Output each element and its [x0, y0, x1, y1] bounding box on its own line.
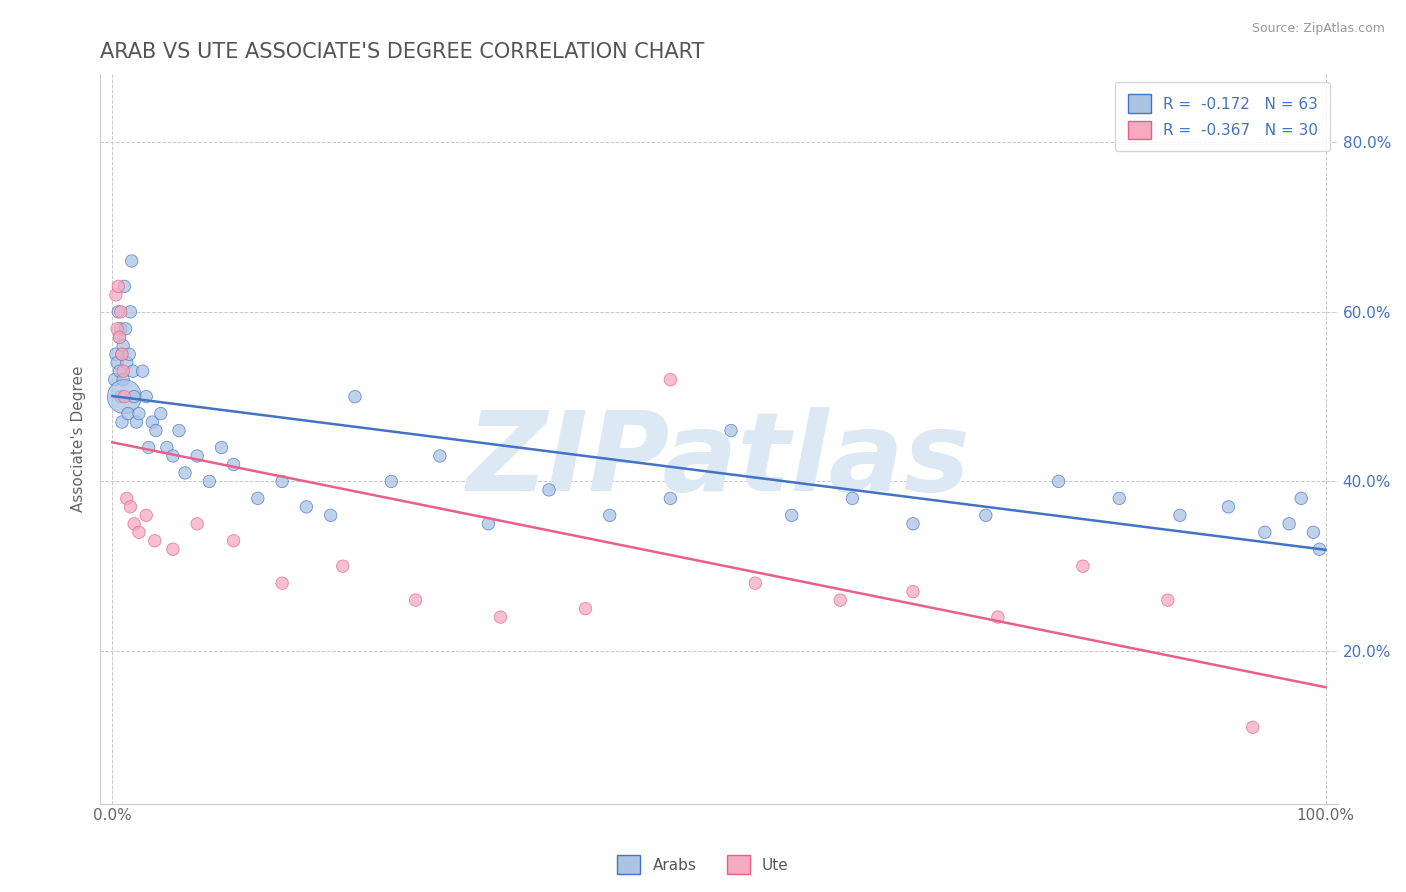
Point	[380, 475, 402, 489]
Point	[110, 305, 132, 319]
Point	[105, 356, 128, 370]
Point	[1254, 525, 1277, 540]
Point	[744, 576, 766, 591]
Point	[1168, 508, 1191, 523]
Point	[659, 373, 682, 387]
Point	[121, 254, 143, 268]
Point	[141, 415, 163, 429]
Point	[841, 491, 863, 506]
Point	[104, 347, 127, 361]
Text: ARAB VS UTE ASSOCIATE'S DEGREE CORRELATION CHART: ARAB VS UTE ASSOCIATE'S DEGREE CORRELATI…	[100, 42, 704, 62]
Point	[112, 373, 135, 387]
Point	[156, 441, 179, 455]
Point	[780, 508, 803, 523]
Point	[111, 347, 134, 361]
Point	[115, 356, 138, 370]
Point	[145, 424, 167, 438]
Point	[122, 364, 145, 378]
Point	[108, 330, 131, 344]
Point	[115, 491, 138, 506]
Point	[186, 516, 208, 531]
Text: Source: ZipAtlas.com: Source: ZipAtlas.com	[1251, 22, 1385, 36]
Point	[120, 500, 142, 514]
Text: ZIPatlas: ZIPatlas	[467, 408, 970, 515]
Point	[574, 601, 596, 615]
Point	[118, 347, 141, 361]
Point	[112, 364, 135, 378]
Point	[111, 347, 134, 361]
Point	[901, 584, 924, 599]
Point	[489, 610, 512, 624]
Point	[1108, 491, 1130, 506]
Point	[167, 424, 190, 438]
Point	[1157, 593, 1180, 607]
Point	[599, 508, 621, 523]
Point	[429, 449, 451, 463]
Point	[222, 458, 245, 472]
Point	[1071, 559, 1094, 574]
Point	[198, 475, 221, 489]
Point	[162, 449, 184, 463]
Legend: Arabs, Ute: Arabs, Ute	[612, 849, 794, 880]
Point	[108, 330, 131, 344]
Point	[112, 390, 135, 404]
Point	[1289, 491, 1312, 506]
Point	[125, 415, 148, 429]
Point	[111, 415, 134, 429]
Point	[1218, 500, 1240, 514]
Point	[112, 390, 135, 404]
Point	[1278, 516, 1301, 531]
Point	[110, 390, 132, 404]
Point	[112, 339, 135, 353]
Point	[107, 305, 129, 319]
Point	[211, 441, 233, 455]
Point	[120, 305, 142, 319]
Point	[112, 279, 135, 293]
Point	[1302, 525, 1324, 540]
Point	[974, 508, 997, 523]
Point	[104, 288, 127, 302]
Y-axis label: Associate's Degree: Associate's Degree	[72, 366, 86, 512]
Point	[319, 508, 342, 523]
Point	[105, 322, 128, 336]
Point	[186, 449, 208, 463]
Point	[128, 525, 150, 540]
Point	[477, 516, 499, 531]
Point	[901, 516, 924, 531]
Legend: R =  -0.172   N = 63, R =  -0.367   N = 30: R = -0.172 N = 63, R = -0.367 N = 30	[1115, 82, 1330, 152]
Point	[537, 483, 560, 497]
Point	[135, 390, 157, 404]
Point	[122, 390, 145, 404]
Point	[343, 390, 366, 404]
Point	[131, 364, 153, 378]
Point	[246, 491, 269, 506]
Point	[1047, 475, 1070, 489]
Point	[104, 373, 127, 387]
Point	[135, 508, 157, 523]
Point	[174, 466, 197, 480]
Point	[271, 576, 294, 591]
Point	[271, 475, 294, 489]
Point	[659, 491, 682, 506]
Point	[830, 593, 852, 607]
Point	[117, 407, 139, 421]
Point	[405, 593, 427, 607]
Point	[110, 322, 132, 336]
Point	[162, 542, 184, 557]
Point	[114, 322, 136, 336]
Point	[332, 559, 354, 574]
Point	[122, 516, 145, 531]
Point	[720, 424, 742, 438]
Point	[295, 500, 318, 514]
Point	[143, 533, 166, 548]
Point	[1241, 720, 1264, 734]
Point	[987, 610, 1010, 624]
Point	[222, 533, 245, 548]
Point	[128, 407, 150, 421]
Point	[107, 279, 129, 293]
Point	[138, 441, 160, 455]
Point	[1308, 542, 1330, 557]
Point	[149, 407, 172, 421]
Point	[108, 364, 131, 378]
